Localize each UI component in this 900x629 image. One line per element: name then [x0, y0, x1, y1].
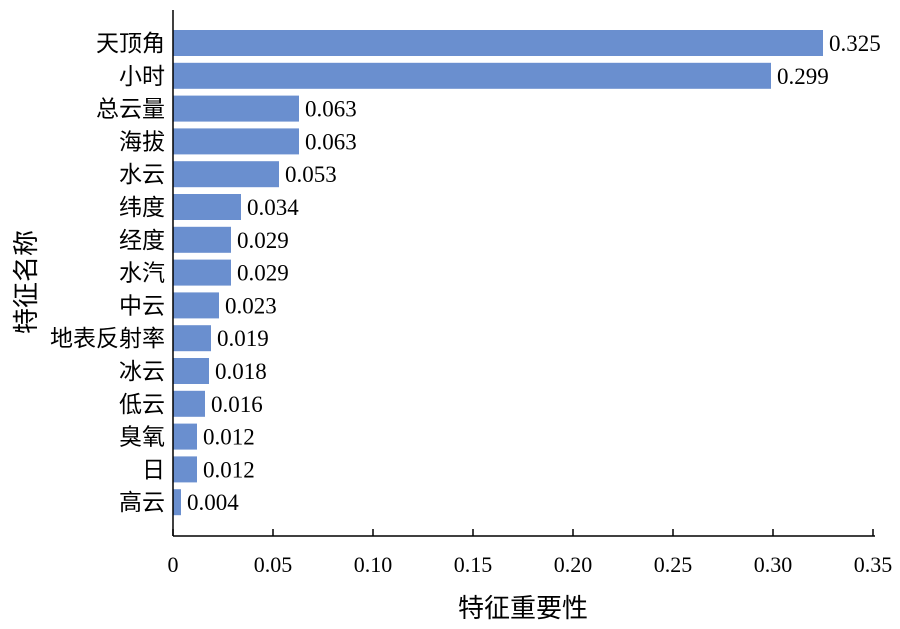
value-label-8: 0.023: [225, 293, 277, 318]
bar-13: [173, 456, 197, 483]
x-tick-label-5: 0.25: [654, 552, 693, 577]
bar-9: [173, 325, 211, 352]
bar-11: [173, 390, 205, 417]
bar-1: [173, 62, 771, 89]
category-label-0: 天顶角: [96, 31, 165, 56]
bar-14: [173, 489, 181, 516]
y-axis-title: 特征名称: [12, 230, 41, 334]
value-label-7: 0.029: [237, 261, 289, 286]
category-label-8: 中云: [119, 293, 165, 318]
category-label-14: 高云: [119, 490, 165, 515]
value-label-9: 0.019: [217, 326, 269, 351]
category-label-11: 低云: [119, 392, 165, 417]
bar-4: [173, 161, 279, 188]
category-label-4: 水云: [119, 162, 165, 187]
value-label-6: 0.029: [237, 228, 289, 253]
bar-10: [173, 358, 209, 384]
category-label-6: 经度: [119, 228, 165, 253]
value-label-5: 0.034: [247, 195, 299, 220]
category-label-3: 海拔: [119, 129, 165, 154]
x-ticks-group: 0 0.05 0.10 0.15 0.20 0.25 0.30 0.35: [168, 529, 893, 577]
value-label-4: 0.053: [285, 162, 337, 187]
x-tick-label-2: 0.10: [354, 552, 393, 577]
bar-12: [173, 423, 197, 450]
value-label-13: 0.012: [203, 457, 255, 482]
x-tick-label-3: 0.15: [454, 552, 493, 577]
value-label-14: 0.004: [187, 490, 239, 515]
bar-2: [173, 95, 299, 122]
value-label-0: 0.325: [829, 31, 881, 56]
value-label-2: 0.063: [305, 97, 357, 122]
x-tick-label-1: 0.05: [254, 552, 293, 577]
category-label-13: 日: [142, 457, 165, 482]
category-label-9: 地表反射率: [50, 326, 165, 351]
x-axis-title: 特征重要性: [458, 594, 588, 623]
category-label-12: 臭氧: [119, 425, 165, 450]
value-label-3: 0.063: [305, 129, 357, 154]
bar-0: [173, 30, 823, 56]
value-label-10: 0.018: [215, 359, 267, 384]
category-label-7: 水汽: [119, 261, 165, 286]
bar-8: [173, 292, 219, 319]
value-label-11: 0.016: [211, 392, 263, 417]
bar-6: [173, 226, 231, 253]
bar-3: [173, 128, 299, 155]
bar-7: [173, 259, 231, 286]
x-tick-label-7: 0.35: [854, 552, 893, 577]
x-tick-label-6: 0.30: [754, 552, 793, 577]
value-label-1: 0.299: [777, 64, 829, 89]
category-label-10: 冰云: [119, 359, 165, 384]
bars-group: [173, 30, 823, 516]
x-tick-label-4: 0.20: [554, 552, 593, 577]
value-label-12: 0.012: [203, 425, 255, 450]
category-label-2: 总云量: [96, 97, 165, 122]
category-label-1: 小时: [119, 64, 165, 89]
bar-5: [173, 194, 241, 220]
x-tick-label-0: 0: [168, 552, 179, 577]
category-label-5: 纬度: [119, 195, 165, 220]
